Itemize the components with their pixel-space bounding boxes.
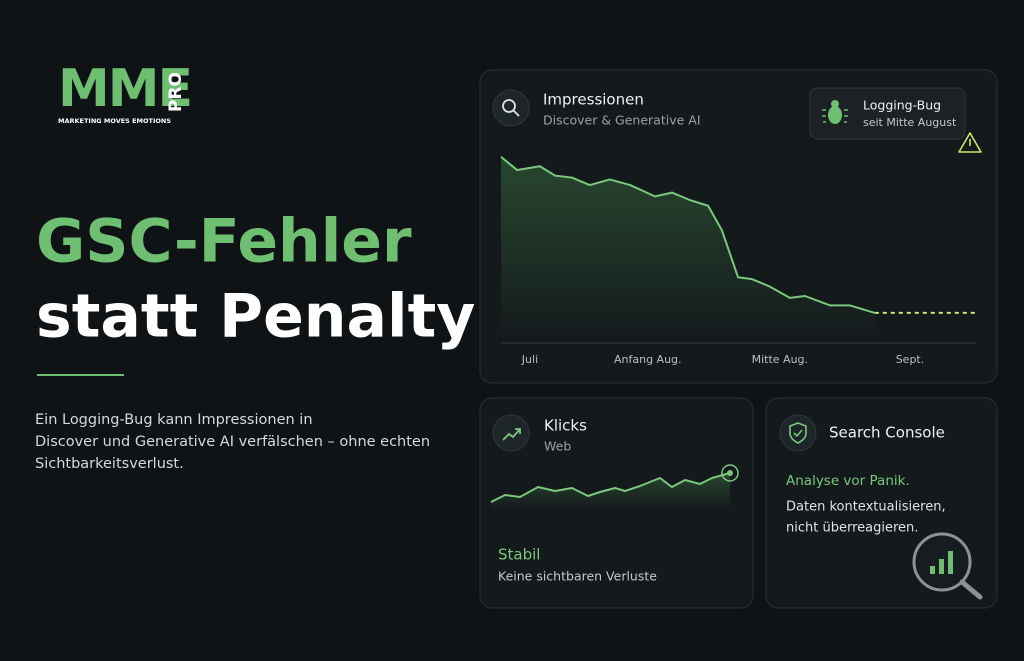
logo-tagline: MARKETING MOVES EMOTIONS (58, 117, 171, 125)
magnifier-icon (948, 551, 953, 574)
search-icon (492, 89, 530, 127)
card-subtitle: Discover & Generative AI (543, 113, 701, 128)
trend-icon (492, 414, 530, 452)
area (501, 156, 875, 343)
highlight: Analyse vor Panik. (786, 473, 910, 489)
shield-icon (789, 422, 807, 444)
x-tick-label: Anfang Aug. (614, 353, 682, 366)
description: Ein Logging-Bug kann Impressionen in (35, 412, 313, 428)
card-title: Search Console (829, 424, 945, 442)
end-point (721, 464, 739, 482)
card-subtitle: Web (544, 439, 571, 454)
card-title: Klicks (544, 417, 587, 435)
console-text: Daten kontextualisieren, (786, 500, 946, 515)
x-tick-label: Juli (521, 353, 538, 366)
status-note: Keine sichtbaren Verluste (498, 569, 657, 584)
description: Sichtbarkeitsverlust. (35, 456, 184, 472)
bug-icon (822, 109, 848, 123)
area (491, 473, 730, 510)
card-title: Impressionen (543, 91, 644, 109)
line (500, 156, 876, 314)
search-icon (502, 99, 516, 113)
description: Discover und Generative AI verfälschen –… (35, 434, 430, 450)
logo-mark: MME (58, 59, 191, 119)
headline: GSC-Fehler (36, 207, 412, 277)
headline: statt Penalty (36, 282, 475, 352)
console-text: nicht überreagieren. (786, 521, 918, 536)
magnifier-icon (930, 566, 935, 574)
badge-title: Logging-Bug (863, 98, 941, 113)
bug-icon (831, 100, 839, 108)
x-tick-label: Mitte Aug. (752, 353, 808, 366)
x-tick-label: Sept. (896, 353, 925, 366)
warning-icon (958, 132, 982, 153)
logo-pro: PRO (166, 72, 186, 112)
status: Stabil (498, 546, 540, 564)
trend-icon (502, 428, 521, 441)
line (490, 472, 731, 503)
badge-subtitle: seit Mitte August (863, 116, 957, 129)
search-icon (512, 109, 520, 117)
end-point (727, 470, 733, 476)
badge (809, 87, 966, 140)
magnifier-icon (959, 579, 983, 600)
shield-icon (779, 414, 817, 452)
magnifier-icon (939, 559, 944, 574)
bug-icon (828, 106, 842, 124)
